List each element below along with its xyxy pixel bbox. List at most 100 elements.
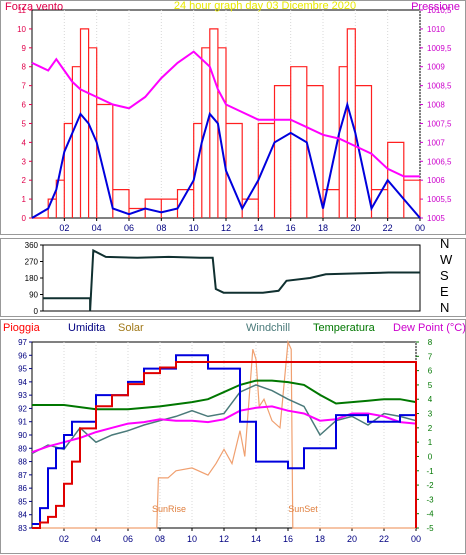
dir-left-tick-label: 180 xyxy=(25,274,39,283)
bottom-left-tick-label: 93 xyxy=(18,391,27,400)
legend-pioggia: Pioggia xyxy=(3,322,41,334)
top-right-tick-label: 1009,5 xyxy=(427,44,452,53)
bottom-left-tick-label: 92 xyxy=(18,404,27,413)
bottom-right-tick-label: -1 xyxy=(426,467,434,476)
bottom-left-tick-label: 95 xyxy=(18,365,27,374)
top-left-tick-label: 6 xyxy=(22,101,27,110)
bottom-series-solar xyxy=(32,339,416,529)
top-x-tick-label: 10 xyxy=(189,223,199,233)
top-right-tick-label: 1005,5 xyxy=(427,195,452,204)
top-left-tick-label: 10 xyxy=(17,25,26,34)
top-series-wind xyxy=(32,28,421,219)
bottom-left-tick-label: 84 xyxy=(18,511,27,520)
bottom-right-tick-label: 7 xyxy=(428,352,433,361)
top-x-tick-label: 04 xyxy=(92,223,102,233)
sunset-label: SunSet xyxy=(288,504,318,514)
dir-cardinal-1: W xyxy=(440,252,453,267)
bottom-x-tick-label: 14 xyxy=(251,534,261,544)
bottom-left-tick-label: 87 xyxy=(18,471,27,480)
top-x-tick-label: 16 xyxy=(286,223,296,233)
bottom-x-tick-label: 20 xyxy=(347,534,357,544)
bottom-left-tick-label: 83 xyxy=(18,524,27,533)
bottom-left-tick-label: 91 xyxy=(18,418,27,427)
bottom-right-tick-label: -2 xyxy=(426,481,434,490)
bottom-left-ticks: 83 84 85 86 87 88 89 90 91 92 93 94 95 96 97 xyxy=(18,338,32,533)
bottom-left-tick-label: 90 xyxy=(18,431,27,440)
top-left-tick-label: 9 xyxy=(22,44,27,53)
top-right-ticks: 1005 1005,5 1006 1006,5 1007 1007,5 1008 1008,5… xyxy=(420,6,452,223)
bottom-x-tick-label: 06 xyxy=(123,534,133,544)
top-left-tick-label: 2 xyxy=(22,176,27,185)
top-left-tick-label: 4 xyxy=(22,138,27,147)
dir-left-ticks: 0 90 180 270 360 xyxy=(25,241,43,316)
bottom-series-pioggia xyxy=(32,361,417,529)
bottom-x-tick-label: 02 xyxy=(59,534,69,544)
bottom-x-tick-label: 12 xyxy=(219,534,229,544)
bottom-right-tick-label: 4 xyxy=(428,395,433,404)
top-right-tick-label: 1010,5 xyxy=(427,6,452,15)
top-chart-title: 24 hour graph day 03 Dicembre 2020 xyxy=(174,0,356,12)
bottom-left-tick-label: 89 xyxy=(18,444,27,453)
bottom-right-tick-label: 0 xyxy=(428,452,433,461)
top-right-tick-label: 1008,5 xyxy=(427,82,452,91)
bottom-x-ticks: 02 04 06 08 10 12 14 16 18 20 22 00 xyxy=(59,528,421,544)
top-x-tick-label: 14 xyxy=(253,223,263,233)
bottom-x-tick-label: 18 xyxy=(315,534,325,544)
top-right-tick-label: 1009 xyxy=(427,63,445,72)
top-left-tick-label: 7 xyxy=(22,82,27,91)
top-x-tick-label: 12 xyxy=(221,223,231,233)
top-left-tick-label: 5 xyxy=(22,119,27,128)
top-right-tick-label: 1007 xyxy=(427,138,445,147)
dir-left-tick-label: 90 xyxy=(29,291,38,300)
bottom-right-tick-label: 1 xyxy=(428,438,433,447)
bottom-right-tick-label: -4 xyxy=(426,510,434,519)
top-right-tick-label: 1010 xyxy=(427,25,445,34)
top-x-tick-label: 18 xyxy=(318,223,328,233)
dir-cardinal-4: N xyxy=(440,300,449,315)
top-x-tick-label: 20 xyxy=(350,223,360,233)
top-left-axis-label: Forza vento xyxy=(5,1,63,13)
top-series-pressione xyxy=(31,50,420,178)
legend-dewpoint: Dew Point (°C) xyxy=(393,322,466,334)
dir-cardinal-0: N xyxy=(440,236,449,251)
bottom-x-tick-label: 04 xyxy=(91,534,101,544)
bottom-right-tick-label: 5 xyxy=(428,381,433,390)
dir-left-tick-label: 360 xyxy=(25,241,39,250)
top-series-gust xyxy=(31,100,421,219)
top-x-tick-label: 00 xyxy=(415,223,425,233)
bottom-right-ticks: -5 -4 -3 -2 -1 0 1 2 3 4 5 6 7 8 xyxy=(416,338,434,533)
legend-windchill: Windchill xyxy=(246,322,290,334)
top-x-tick-label: 08 xyxy=(156,223,166,233)
top-x-tick-label: 22 xyxy=(383,223,393,233)
top-left-tick-label: 1 xyxy=(22,195,27,204)
top-left-ticks: 0 1 2 3 4 5 6 7 8 9 10 11 xyxy=(17,6,32,223)
bottom-x-tick-label: 08 xyxy=(155,534,165,544)
bottom-left-tick-label: 86 xyxy=(18,484,27,493)
sunrise-label: SunRise xyxy=(152,504,186,514)
bottom-right-tick-label: 3 xyxy=(428,410,433,419)
legend-umidita: Umidita xyxy=(68,322,106,334)
top-x-tick-label: 06 xyxy=(124,223,134,233)
bottom-x-tick-label: 16 xyxy=(283,534,293,544)
top-right-tick-label: 1007,5 xyxy=(427,119,452,128)
legend-temperatura: Temperatura xyxy=(313,322,376,334)
top-left-tick-label: 3 xyxy=(22,157,27,166)
top-x-ticks: 02 04 06 08 10 12 14 16 18 20 22 00 xyxy=(59,218,425,233)
dir-cardinal-2: S xyxy=(440,268,449,283)
bottom-left-tick-label: 96 xyxy=(18,351,27,360)
top-left-tick-label: 11 xyxy=(18,6,27,15)
legend-solar: Solar xyxy=(118,322,144,334)
bottom-series-windchill xyxy=(31,384,417,455)
top-right-tick-label: 1005 xyxy=(427,214,445,223)
bottom-series-dew-point xyxy=(31,405,417,454)
bottom-left-tick-label: 97 xyxy=(18,338,27,347)
top-series xyxy=(31,28,421,219)
bottom-right-tick-label: -5 xyxy=(426,524,434,533)
top-right-tick-label: 1008 xyxy=(427,101,445,110)
dir-left-tick-label: 0 xyxy=(34,307,39,316)
top-left-tick-label: 8 xyxy=(22,63,27,72)
bottom-series-umidita xyxy=(32,354,417,525)
bottom-left-tick-label: 85 xyxy=(18,497,27,506)
